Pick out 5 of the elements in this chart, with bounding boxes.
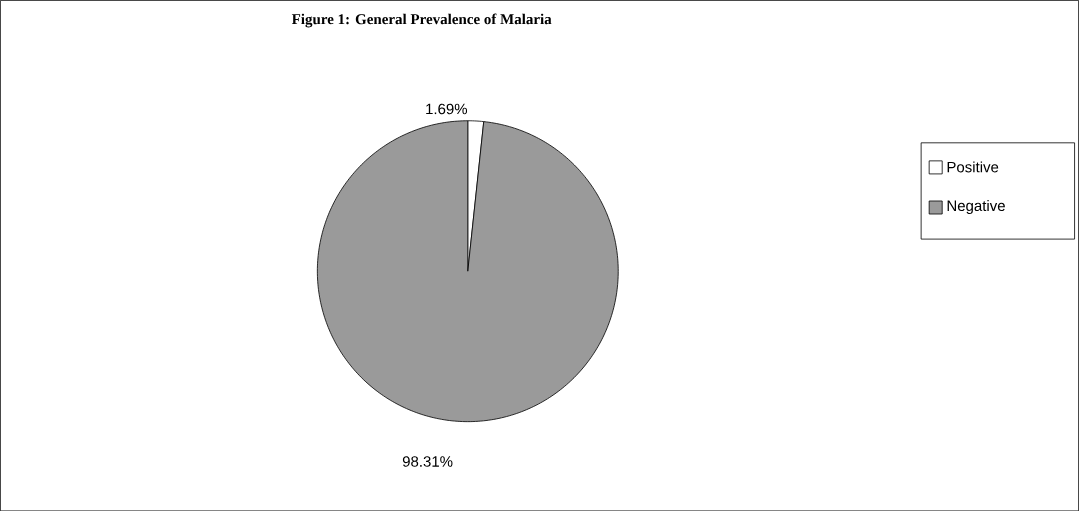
legend-label: Positive xyxy=(947,161,999,173)
data-label: 98.31% xyxy=(402,456,453,467)
data-label: 1.69% xyxy=(426,103,468,115)
chart-title: Figure 1: General Prevalence of Malaria xyxy=(291,13,552,28)
legend-label: Negative xyxy=(947,199,1005,214)
